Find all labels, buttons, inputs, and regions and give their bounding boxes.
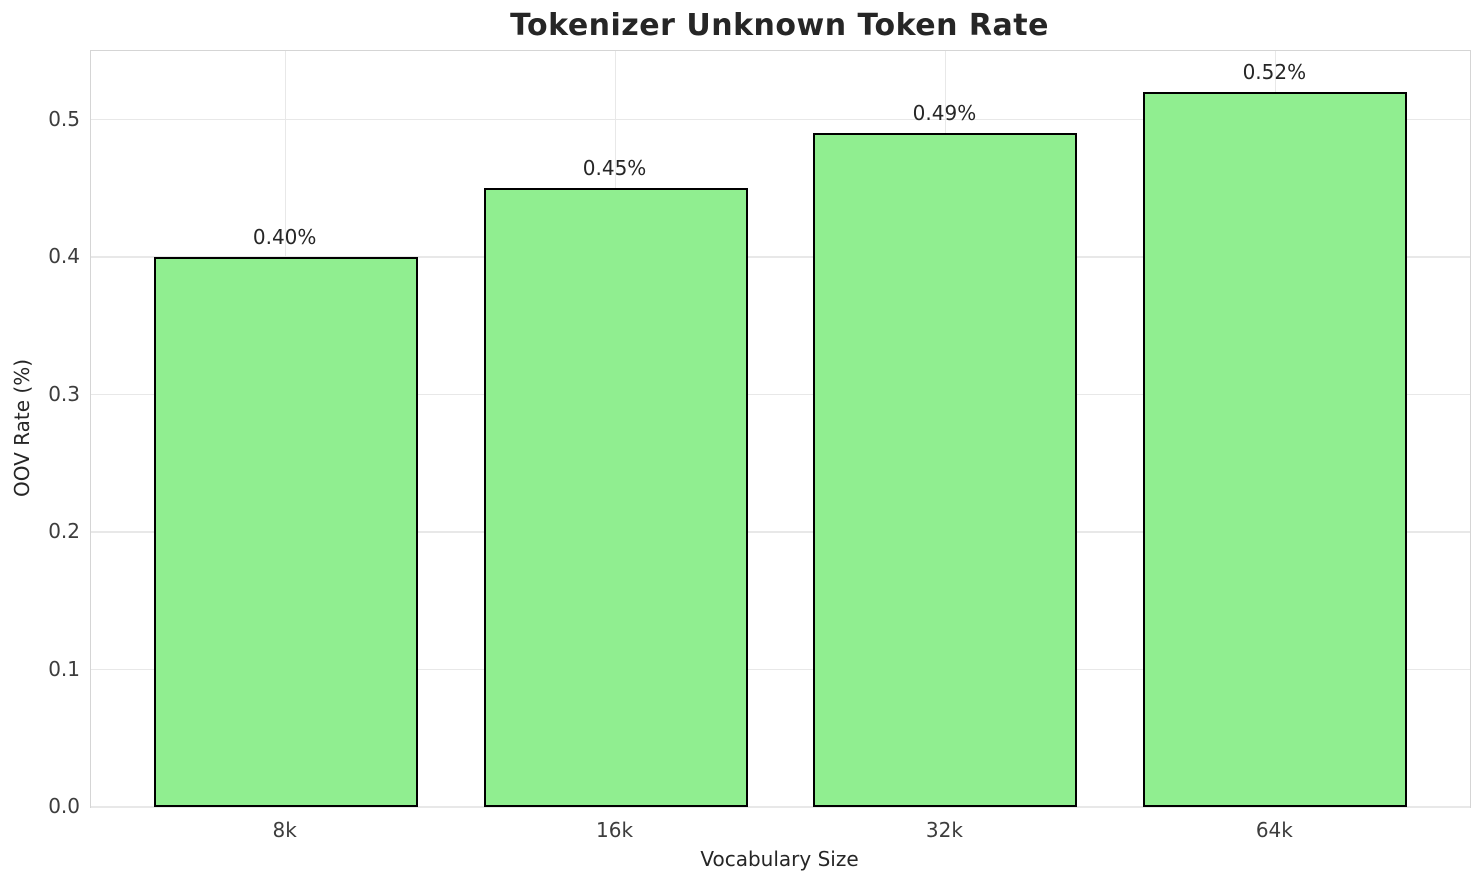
bar-32k (813, 133, 1078, 807)
bar-value-label: 0.52% (1242, 60, 1307, 85)
bar-value-label: 0.40% (252, 225, 317, 250)
chart-title: Tokenizer Unknown Token Rate (510, 8, 1049, 43)
x-axis-label: Vocabulary Size (700, 847, 859, 871)
y-axis-label: OOV Rate (%) (10, 359, 34, 497)
bar-value-label: 0.49% (912, 101, 977, 126)
y-tick-label: 0.5 (48, 106, 80, 131)
x-tick-label: 32k (925, 818, 963, 842)
x-tick-label: 8k (272, 818, 297, 842)
h-gridline (91, 256, 1470, 258)
bar-16k (483, 188, 748, 807)
bar-8k (153, 257, 418, 807)
x-tick-label: 16k (596, 818, 634, 842)
y-tick-label: 0.4 (48, 244, 80, 269)
h-gridline (91, 393, 1470, 396)
y-tick-label: 0.1 (48, 656, 80, 681)
y-tick-label: 0.2 (48, 519, 80, 544)
plot-area (90, 50, 1471, 808)
h-gridline (91, 806, 1470, 808)
bar-value-label: 0.45% (582, 156, 647, 181)
h-gridline (91, 531, 1470, 533)
y-tick-label: 0.3 (48, 381, 80, 406)
bar-64k (1143, 92, 1408, 807)
x-tick-label: 64k (1255, 818, 1293, 842)
h-gridline (91, 118, 1470, 121)
y-tick-label: 0.0 (48, 794, 80, 818)
h-gridline (91, 668, 1470, 671)
